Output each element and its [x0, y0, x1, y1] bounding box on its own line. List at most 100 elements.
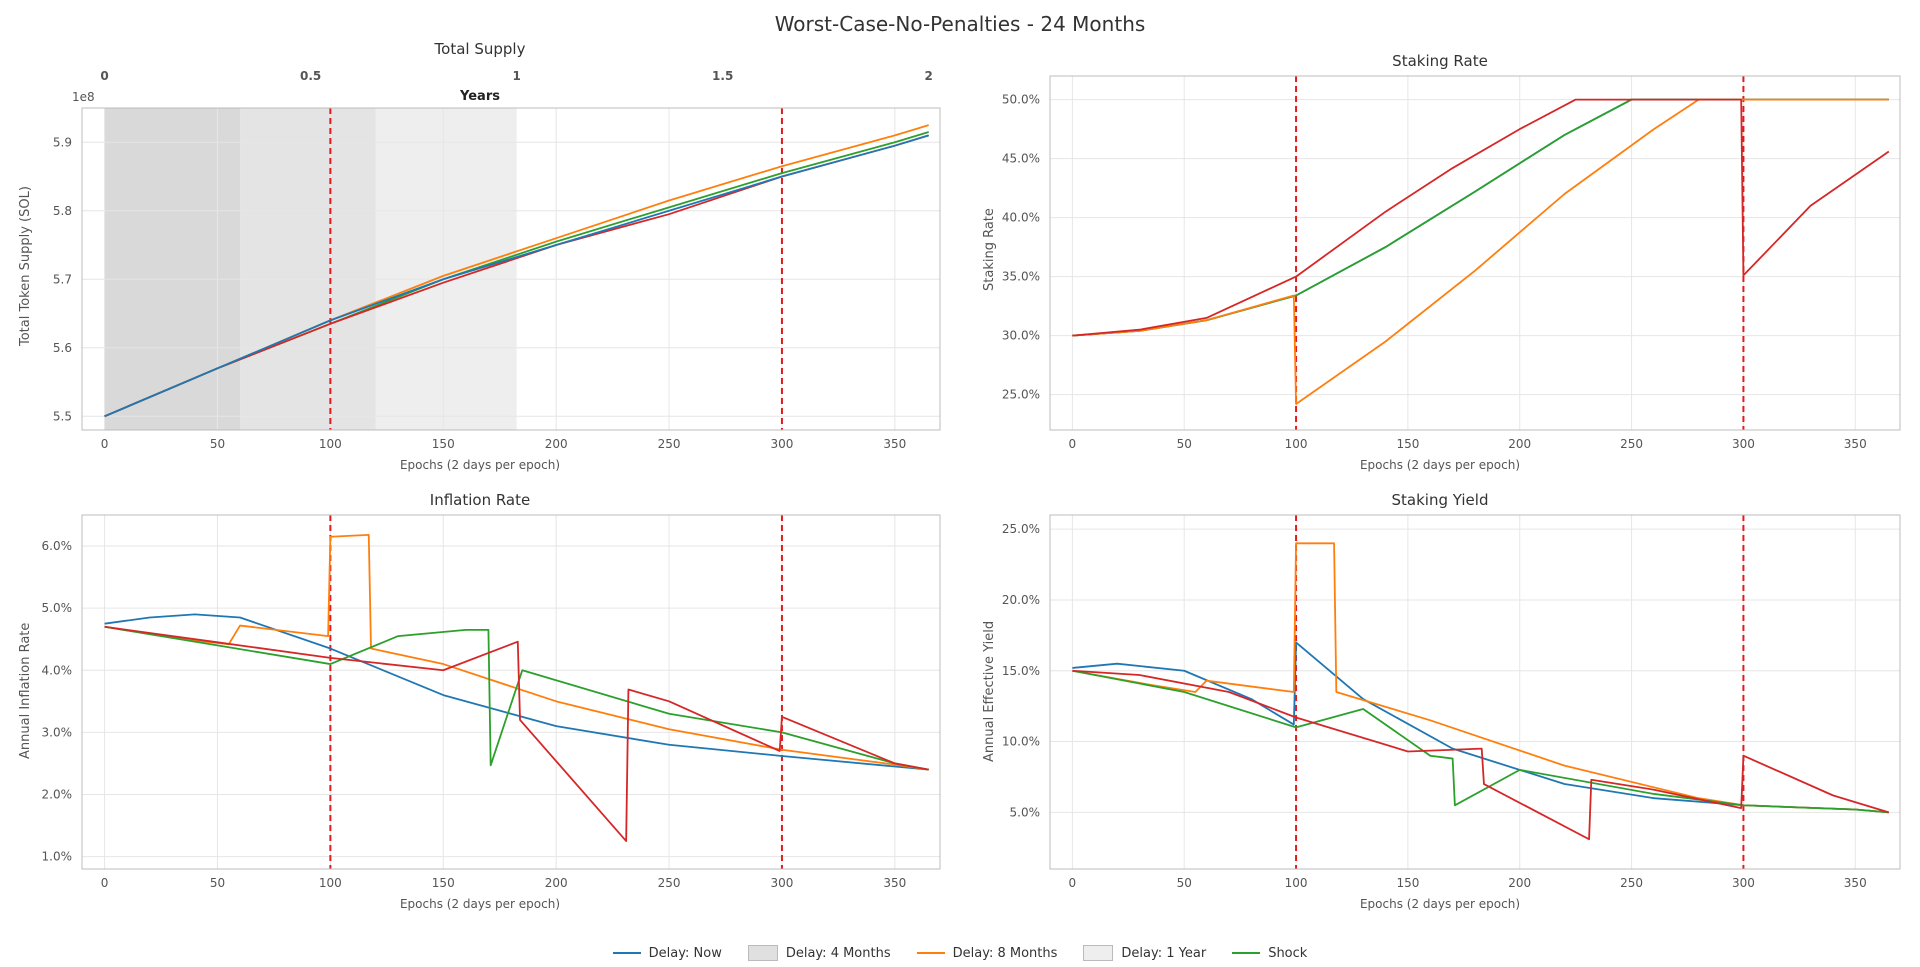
- xtick-label: 50: [210, 437, 225, 451]
- ytick-label: 20.0%: [1002, 592, 1040, 606]
- series-line-now: [1072, 642, 1888, 812]
- series-line-m8: [105, 534, 929, 769]
- legend-label: Delay: Now: [649, 946, 722, 961]
- xtick-label: 150: [1396, 876, 1419, 890]
- series-line-red: [105, 626, 929, 840]
- xtick-label: 350: [883, 876, 906, 890]
- ytick-label: 5.7: [53, 272, 72, 286]
- ytick-label: 5.5: [53, 409, 72, 423]
- legend-swatch-patch: [748, 945, 778, 961]
- xtick-label: 300: [1732, 876, 1755, 890]
- ylabel: Total Token Supply (SOL): [18, 186, 33, 346]
- plot-svg: 0 50 100 150 200 250 300 350 5.0% 10.0% 15.0% 20.0%…: [960, 485, 1920, 923]
- xtick-label: 350: [1844, 437, 1867, 451]
- shade-region: [376, 108, 517, 430]
- legend-item: Delay: 8 Months: [917, 946, 1058, 961]
- ytick-label: 3.0%: [42, 725, 73, 739]
- ytick-label: 5.8: [53, 204, 72, 218]
- legend-swatch-patch: [1083, 945, 1113, 961]
- ytick-label: 15.0%: [1002, 663, 1040, 677]
- xtick-label: 300: [770, 876, 793, 890]
- xtick-label: 350: [883, 437, 906, 451]
- ytick-label: 5.6: [53, 341, 72, 355]
- legend-swatch-line: [917, 952, 945, 954]
- ytick-label: 5.0%: [1010, 805, 1041, 819]
- xtick-label: 200: [545, 876, 568, 890]
- top-xtick-label: 0: [100, 69, 108, 83]
- series-line-now: [105, 614, 929, 769]
- legend-item: Shock: [1232, 946, 1307, 961]
- xtick-label: 50: [1177, 437, 1192, 451]
- panel-inflation: 0501001502002503003501.0%2.0%3.0%4.0%5.0…: [0, 485, 960, 924]
- legend: Delay: Now Delay: 4 Months Delay: 8 Months…: [0, 945, 1920, 961]
- ytick-label: 40.0%: [1002, 211, 1040, 225]
- ytick-label: 4.0%: [42, 663, 73, 677]
- xtick-label: 0: [101, 876, 109, 890]
- xtick-label: 50: [210, 876, 225, 890]
- ytick-label: 45.0%: [1002, 152, 1040, 166]
- panel-staking-rate: 05010015020025030035025.0%30.0%35.0%40.0…: [960, 46, 1920, 485]
- xlabel: Epochs (2 days per epoch): [0, 897, 960, 911]
- panel-staking-yield: 0 50 100 150 200 250 300 350 5.0% 10.0% 15.0% 20.0%…: [960, 485, 1920, 924]
- xtick-label: 100: [1285, 876, 1308, 890]
- xtick-label: 100: [1285, 437, 1308, 451]
- xtick-label: 350: [1844, 876, 1867, 890]
- ytick-label: 50.0%: [1002, 93, 1040, 107]
- plot-svg: 0501001502002503003505.55.65.75.85.900.5…: [0, 46, 960, 484]
- legend-label: Delay: 4 Months: [786, 946, 891, 961]
- ytick-label: 1.0%: [42, 849, 73, 863]
- chart-grid: 0501001502002503003505.55.65.75.85.900.5…: [0, 46, 1920, 923]
- panel-title: Inflation Rate: [0, 491, 960, 509]
- ytick-label: 35.0%: [1002, 270, 1040, 284]
- legend-label: Shock: [1268, 946, 1307, 961]
- shade-region: [105, 108, 240, 430]
- xtick-label: 0: [1069, 876, 1077, 890]
- ytick-label: 5.0%: [42, 601, 73, 615]
- xlabel: Epochs (2 days per epoch): [960, 897, 1920, 911]
- xtick-label: 200: [1508, 876, 1531, 890]
- legend-item: Delay: 4 Months: [748, 945, 891, 961]
- ytick-label: 6.0%: [42, 539, 73, 553]
- xtick-label: 250: [1620, 876, 1643, 890]
- sci-notation: 1e8: [72, 90, 95, 104]
- ylabel: Annual Inflation Rate: [18, 622, 33, 758]
- top-xlabel: Years: [0, 89, 960, 104]
- ytick-label: 2.0%: [42, 787, 73, 801]
- shade-region: [240, 108, 375, 430]
- xtick-label: 200: [1508, 437, 1531, 451]
- ytick-label: 25.0%: [1002, 388, 1040, 402]
- top-xtick-label: 2: [925, 69, 933, 83]
- series-line-shock: [105, 626, 929, 769]
- xlabel: Epochs (2 days per epoch): [960, 458, 1920, 472]
- panel-title: Staking Rate: [960, 52, 1920, 70]
- ytick-label: 5.9: [53, 135, 72, 149]
- ylabel: Annual Effective Yield: [982, 621, 997, 762]
- top-xtick-label: 1.5: [712, 69, 733, 83]
- ytick-label: 30.0%: [1002, 329, 1040, 343]
- xtick-label: 150: [432, 437, 455, 451]
- page-title: Worst-Case-No-Penalties - 24 Months: [0, 12, 1920, 36]
- top-xtick-label: 0.5: [300, 69, 321, 83]
- legend-item: Delay: 1 Year: [1083, 945, 1206, 961]
- panel-title: Total Supply: [0, 40, 960, 58]
- top-xtick-label: 1: [512, 69, 520, 83]
- panel-title: Staking Yield: [960, 491, 1920, 509]
- plot-svg: 0501001502002503003501.0%2.0%3.0%4.0%5.0…: [0, 485, 960, 923]
- xlabel: Epochs (2 days per epoch): [0, 458, 960, 472]
- legend-swatch-line: [1232, 952, 1260, 954]
- xtick-label: 300: [1732, 437, 1755, 451]
- xtick-label: 50: [1177, 876, 1192, 890]
- ylabel: Staking Rate: [982, 209, 997, 292]
- xtick-label: 150: [1396, 437, 1419, 451]
- plot-svg: 05010015020025030035025.0%30.0%35.0%40.0…: [960, 46, 1920, 484]
- legend-label: Delay: 1 Year: [1121, 946, 1206, 961]
- ytick-label: 10.0%: [1002, 734, 1040, 748]
- xtick-label: 300: [770, 437, 793, 451]
- xtick-label: 200: [545, 437, 568, 451]
- xtick-label: 150: [432, 876, 455, 890]
- legend-label: Delay: 8 Months: [953, 946, 1058, 961]
- panel-total-supply: 0501001502002503003505.55.65.75.85.900.5…: [0, 46, 960, 485]
- xtick-label: 100: [319, 876, 342, 890]
- xtick-label: 0: [1069, 437, 1077, 451]
- ytick-label: 25.0%: [1002, 522, 1040, 536]
